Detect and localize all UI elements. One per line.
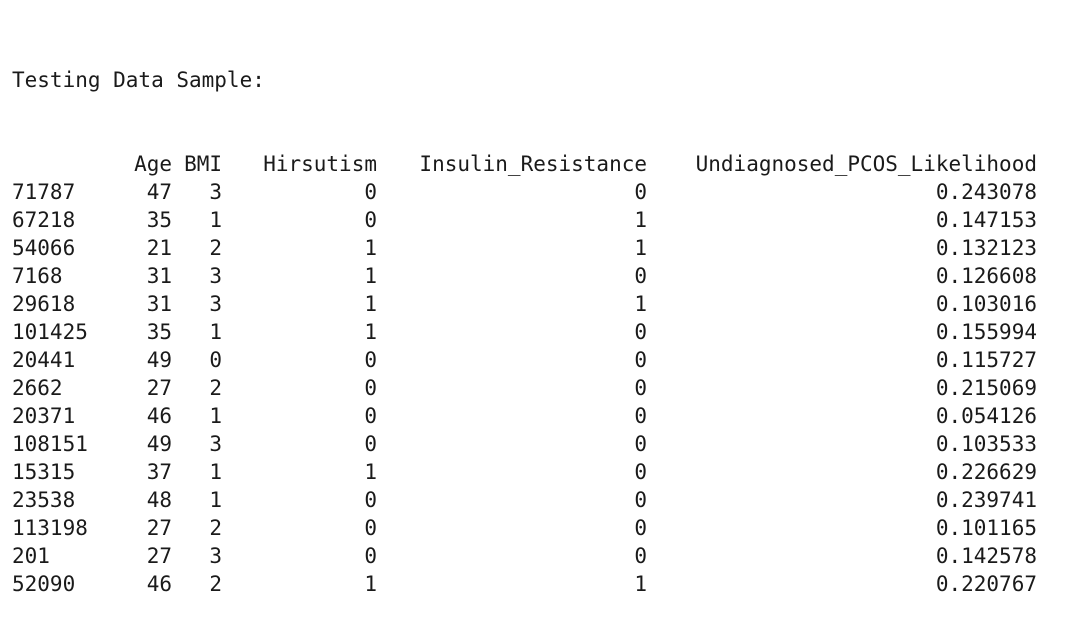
table-cell: 0.103016 bbox=[647, 290, 1037, 318]
table-cell: 0.226629 bbox=[647, 458, 1037, 486]
table-cell: 1 bbox=[377, 234, 647, 262]
row-index: 52090 bbox=[12, 570, 112, 598]
table-cell: 1 bbox=[172, 458, 222, 486]
table-cell: 1 bbox=[377, 206, 647, 234]
table-cell: 1 bbox=[172, 206, 222, 234]
table-cell: 0 bbox=[377, 486, 647, 514]
table-cell: 2 bbox=[172, 374, 222, 402]
table-cell: 48 bbox=[112, 486, 172, 514]
table-cell: 1 bbox=[172, 318, 222, 346]
table-cell: 0 bbox=[377, 402, 647, 430]
table-cell: 0.132123 bbox=[647, 234, 1037, 262]
table-cell: 0.101165 bbox=[647, 514, 1037, 542]
column-header: Undiagnosed_PCOS_Likelihood bbox=[647, 150, 1037, 178]
table-cell: 0 bbox=[377, 514, 647, 542]
table-cell: 0 bbox=[222, 514, 377, 542]
table-cell: 0 bbox=[222, 542, 377, 570]
table-cell: 27 bbox=[112, 514, 172, 542]
data-table: Age BMI Hirsutism Insulin_Resistance Undiagn… bbox=[12, 150, 1037, 598]
table-cell: 1 bbox=[222, 318, 377, 346]
table-cell: 0.155994 bbox=[647, 318, 1037, 346]
table-cell: 35 bbox=[112, 206, 172, 234]
table-cell: 0.115727 bbox=[647, 346, 1037, 374]
table-cell: 0 bbox=[377, 346, 647, 374]
table-cell: 1 bbox=[222, 290, 377, 318]
table-cell: 3 bbox=[172, 542, 222, 570]
row-index: 113198 bbox=[12, 514, 112, 542]
table-cell: 0 bbox=[222, 206, 377, 234]
table-cell: 1 bbox=[377, 570, 647, 598]
table-cell: 1 bbox=[172, 486, 222, 514]
table-cell: 3 bbox=[172, 262, 222, 290]
column-header: BMI bbox=[172, 150, 222, 178]
console-output: Testing Data Sample: Age BMI Hirsutism Insu… bbox=[12, 10, 1037, 626]
table-cell: 47 bbox=[112, 178, 172, 206]
row-index: 7168 bbox=[12, 262, 112, 290]
index-header bbox=[12, 150, 112, 178]
table-cell: 1 bbox=[222, 234, 377, 262]
table-cell: 0.103533 bbox=[647, 430, 1037, 458]
table-cell: 0 bbox=[377, 262, 647, 290]
table-cell: 0 bbox=[222, 486, 377, 514]
row-index: 29618 bbox=[12, 290, 112, 318]
table-cell: 31 bbox=[112, 290, 172, 318]
column-header: Hirsutism bbox=[222, 150, 377, 178]
table-cell: 0 bbox=[377, 458, 647, 486]
table-cell: 31 bbox=[112, 262, 172, 290]
output-title: Testing Data Sample: bbox=[12, 66, 1037, 94]
table-cell: 0.220767 bbox=[647, 570, 1037, 598]
column-header: Insulin_Resistance bbox=[377, 150, 647, 178]
row-index: 23538 bbox=[12, 486, 112, 514]
table-cell: 2 bbox=[172, 514, 222, 542]
table-cell: 0 bbox=[377, 374, 647, 402]
table-cell: 0 bbox=[222, 346, 377, 374]
table-cell: 0 bbox=[377, 178, 647, 206]
table-cell: 0 bbox=[222, 178, 377, 206]
table-cell: 0 bbox=[377, 542, 647, 570]
table-cell: 0.243078 bbox=[647, 178, 1037, 206]
table-cell: 1 bbox=[377, 290, 647, 318]
table-cell: 35 bbox=[112, 318, 172, 346]
table-cell: 0 bbox=[222, 402, 377, 430]
row-index: 108151 bbox=[12, 430, 112, 458]
table-cell: 0 bbox=[222, 374, 377, 402]
table-cell: 0 bbox=[377, 430, 647, 458]
table-cell: 0.142578 bbox=[647, 542, 1037, 570]
table-cell: 1 bbox=[222, 262, 377, 290]
table-cell: 3 bbox=[172, 178, 222, 206]
table-cell: 3 bbox=[172, 290, 222, 318]
table-cell: 1 bbox=[222, 570, 377, 598]
row-index: 201 bbox=[12, 542, 112, 570]
table-cell: 0.215069 bbox=[647, 374, 1037, 402]
row-index: 67218 bbox=[12, 206, 112, 234]
table-cell: 1 bbox=[222, 458, 377, 486]
table-cell: 49 bbox=[112, 430, 172, 458]
table-cell: 37 bbox=[112, 458, 172, 486]
table-cell: 3 bbox=[172, 430, 222, 458]
table-cell: 0 bbox=[377, 318, 647, 346]
table-cell: 2 bbox=[172, 570, 222, 598]
row-index: 54066 bbox=[12, 234, 112, 262]
table-cell: 2 bbox=[172, 234, 222, 262]
row-index: 71787 bbox=[12, 178, 112, 206]
row-index: 101425 bbox=[12, 318, 112, 346]
table-cell: 0.147153 bbox=[647, 206, 1037, 234]
row-index: 20371 bbox=[12, 402, 112, 430]
table-cell: 27 bbox=[112, 374, 172, 402]
row-index: 15315 bbox=[12, 458, 112, 486]
table-cell: 0.054126 bbox=[647, 402, 1037, 430]
table-cell: 49 bbox=[112, 346, 172, 374]
table-cell: 0.126608 bbox=[647, 262, 1037, 290]
table-cell: 46 bbox=[112, 570, 172, 598]
row-index: 20441 bbox=[12, 346, 112, 374]
row-index: 2662 bbox=[12, 374, 112, 402]
table-cell: 27 bbox=[112, 542, 172, 570]
table-cell: 0 bbox=[172, 346, 222, 374]
table-cell: 0.239741 bbox=[647, 486, 1037, 514]
table-cell: 21 bbox=[112, 234, 172, 262]
table-cell: 0 bbox=[222, 430, 377, 458]
table-cell: 46 bbox=[112, 402, 172, 430]
column-header: Age bbox=[112, 150, 172, 178]
table-cell: 1 bbox=[172, 402, 222, 430]
